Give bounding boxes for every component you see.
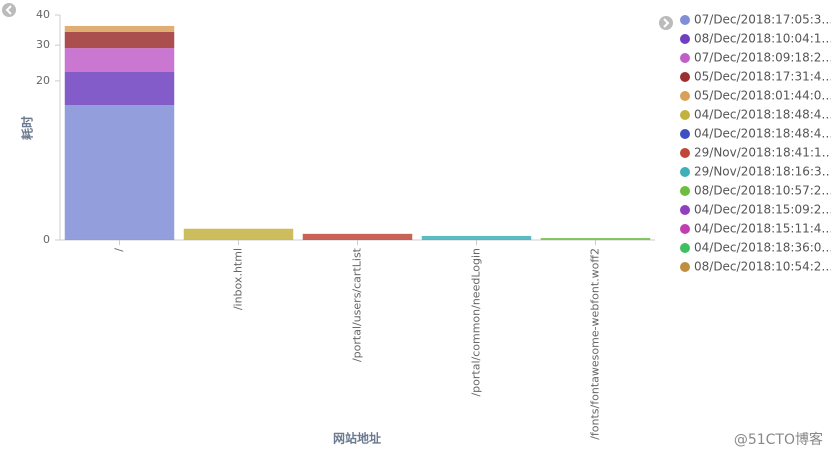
legend-item[interactable]: 04/Dec/2018:18:48:4… [680, 127, 831, 141]
x-axis-title: 网站地址 [333, 431, 381, 446]
legend-item[interactable]: 05/Dec/2018:17:31:4… [680, 70, 831, 84]
legend-swatch [680, 15, 690, 25]
legend-item[interactable]: 05/Dec/2018:01:44:0… [680, 89, 831, 103]
legend-swatch [680, 186, 690, 196]
legend-item[interactable]: 07/Dec/2018:09:18:2… [680, 51, 831, 65]
bar-segment [421, 235, 532, 240]
legend-item[interactable]: 29/Nov/2018:18:16:3… [680, 165, 831, 179]
legend-label: 07/Dec/2018:09:18:2… [694, 51, 831, 65]
watermark: @51CTO博客 [734, 431, 823, 448]
legend-label: 04/Dec/2018:15:09:2… [694, 203, 831, 217]
legend-label: 04/Dec/2018:18:48:4… [694, 108, 831, 122]
collapse-button[interactable] [2, 3, 16, 17]
legend-swatch [680, 243, 690, 253]
legend-swatch [680, 129, 690, 139]
bar-segment [64, 31, 175, 49]
x-tick-label: /fonts/fontawesome-webfont.woff2 [589, 248, 602, 440]
legend-swatch [680, 167, 690, 177]
legend-label: 08/Dec/2018:10:57:2… [694, 184, 831, 198]
y-tick-label: 20 [36, 74, 50, 87]
x-tick-label: / [113, 248, 126, 252]
legend-item[interactable]: 08/Dec/2018:10:54:2… [680, 260, 831, 274]
x-tick-label: /inbox.html [232, 248, 245, 310]
legend-swatch [680, 91, 690, 101]
legend-item[interactable]: 29/Nov/2018:18:41:1… [680, 146, 831, 160]
legend-label: 29/Nov/2018:18:16:3… [694, 165, 831, 179]
bar-segment [540, 238, 651, 240]
x-tick-label: /portal/users/cartList [351, 247, 364, 362]
legend-swatch [680, 262, 690, 272]
legend-label: 07/Dec/2018:17:05:3… [694, 13, 831, 27]
legend-label: 04/Dec/2018:15:11:4… [694, 222, 831, 236]
y-tick-label: 30 [36, 38, 50, 51]
legend-label: 04/Dec/2018:18:48:4… [694, 127, 831, 141]
legend-label: 08/Dec/2018:10:54:2… [694, 260, 831, 274]
legend-item[interactable]: 08/Dec/2018:10:04:1… [680, 32, 831, 46]
legend-item[interactable]: 08/Dec/2018:10:57:2… [680, 184, 831, 198]
legend-swatch [680, 224, 690, 234]
bar-segment [183, 228, 294, 240]
legend-label: 04/Dec/2018:18:36:0… [694, 241, 831, 255]
legend-item[interactable]: 04/Dec/2018:18:36:0… [680, 241, 831, 255]
legend-label: 05/Dec/2018:01:44:0… [694, 89, 831, 103]
legend-toggle-icon [663, 18, 670, 28]
legend-label: 05/Dec/2018:17:31:4… [694, 70, 831, 84]
bar-segment [64, 72, 175, 105]
legend-swatch [680, 53, 690, 63]
legend-swatch [680, 110, 690, 120]
x-tick-label: /portal/common/needLogin [470, 248, 483, 397]
bar-segment [64, 48, 175, 73]
y-tick-label: 40 [36, 8, 50, 21]
legend-item[interactable]: 04/Dec/2018:15:09:2… [680, 203, 831, 217]
legend-label: 08/Dec/2018:10:04:1… [694, 32, 831, 46]
legend-item[interactable]: 07/Dec/2018:17:05:3… [680, 13, 831, 27]
legend-label: 29/Nov/2018:18:41:1… [694, 146, 831, 160]
legend-item[interactable]: 04/Dec/2018:15:11:4… [680, 222, 831, 236]
y-axis-title: 耗时 [20, 116, 35, 140]
legend-swatch [680, 205, 690, 215]
legend-swatch [680, 148, 690, 158]
legend-item[interactable]: 04/Dec/2018:18:48:4… [680, 108, 831, 122]
bar-segment [64, 105, 175, 240]
legend-swatch [680, 34, 690, 44]
bar-segment [302, 233, 413, 240]
legend-swatch [680, 72, 690, 82]
bar-segment [64, 25, 175, 32]
legend: 07/Dec/2018:17:05:3… 08/Dec/2018:10:04:1…… [680, 13, 831, 274]
legend-toggle[interactable] [659, 16, 673, 30]
collapse-icon [5, 5, 12, 15]
y-tick-label: 0 [43, 233, 50, 246]
